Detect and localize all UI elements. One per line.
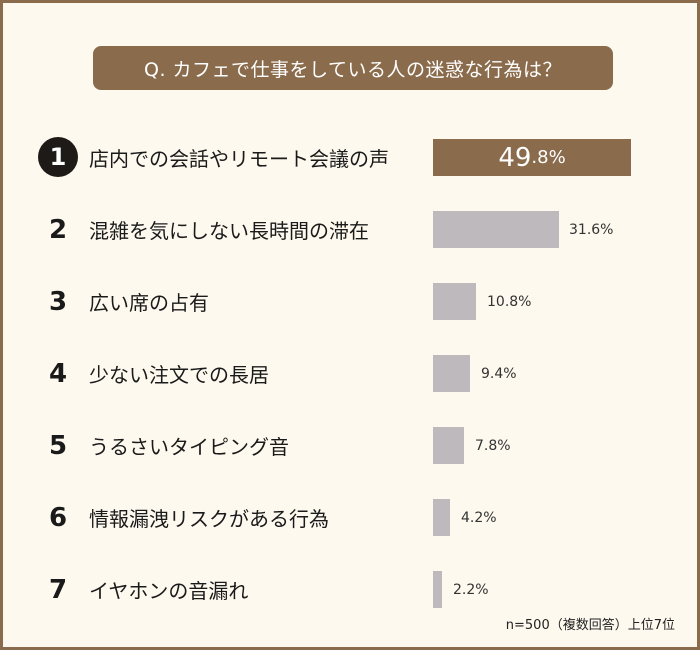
row-label: うるさいタイピング音: [89, 435, 289, 459]
bar-highlight: [433, 139, 631, 176]
bar-value: 10.8%: [487, 293, 532, 310]
bar: [433, 427, 464, 464]
value-int: 49: [498, 142, 532, 173]
rank-badge-1: 1: [38, 137, 78, 177]
chart-row: 7 イヤホンの音漏れ 2.2%: [3, 571, 700, 608]
bar-value: 7.8%: [475, 437, 511, 454]
bar: [433, 355, 470, 392]
row-label: イヤホンの音漏れ: [89, 579, 249, 603]
chart-row: 3 広い席の占有 10.8%: [3, 283, 700, 320]
bar-value-top: 49.8%: [433, 139, 631, 176]
bar: [433, 499, 450, 536]
chart-row: 5 うるさいタイピング音 7.8%: [3, 427, 700, 464]
chart-row: 4 少ない注文での長居 9.4%: [3, 355, 700, 392]
bar-value: 2.2%: [453, 581, 489, 598]
bar: [433, 571, 442, 608]
value-frac: .8%: [531, 147, 566, 168]
question-title: Q. カフェで仕事をしている人の迷惑な行為は？: [93, 46, 613, 90]
rank-number: 6: [48, 502, 68, 533]
row-label: 広い席の占有: [89, 291, 209, 315]
bar: [433, 283, 476, 320]
bar: [433, 211, 559, 248]
row-label: 情報漏洩リスクがある行為: [89, 507, 329, 531]
chart-row: 1 店内での会話やリモート会議の声 49.8%: [3, 137, 700, 177]
row-label: 少ない注文での長居: [89, 363, 269, 387]
rank-number: 3: [48, 286, 68, 317]
bar-value: 9.4%: [481, 365, 517, 382]
rank-number: 2: [48, 214, 68, 245]
row-label: 混雑を気にしない長時間の滞在: [89, 219, 369, 243]
rank-number: 4: [48, 358, 68, 389]
row-label: 店内での会話やリモート会議の声: [89, 147, 389, 171]
chart-row: 2 混雑を気にしない長時間の滞在 31.6%: [3, 211, 700, 248]
chart-row: 6 情報漏洩リスクがある行為 4.2%: [3, 499, 700, 536]
sample-note: n=500（複数回答）上位7位: [505, 618, 675, 633]
bar-value: 4.2%: [461, 509, 497, 526]
bar-value: 31.6%: [569, 221, 614, 238]
rank-number: 7: [48, 574, 68, 605]
rank-number: 5: [48, 430, 68, 461]
